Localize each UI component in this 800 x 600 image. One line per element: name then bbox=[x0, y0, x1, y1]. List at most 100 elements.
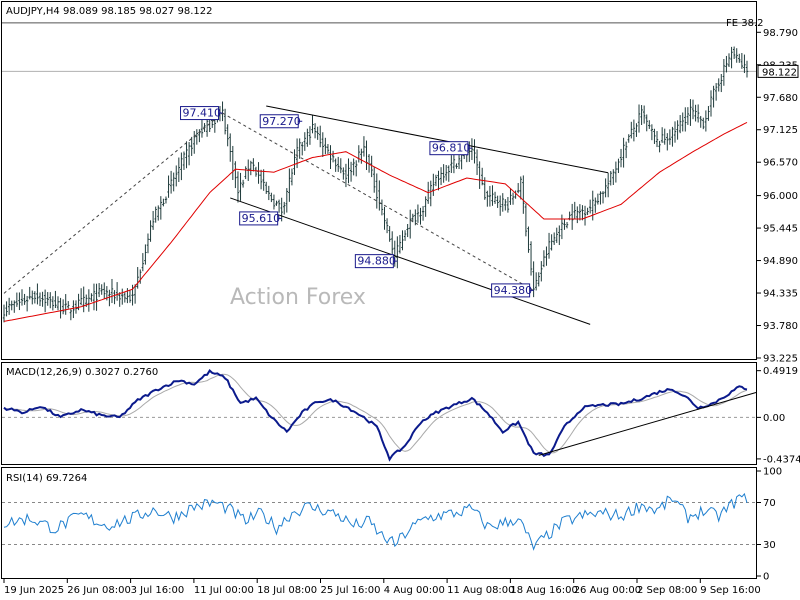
candle-245 bbox=[632, 119, 636, 142]
candle-118 bbox=[306, 128, 309, 147]
x-tick-label-5: 25 Jul 16:00 bbox=[321, 585, 381, 596]
candle-198 bbox=[511, 192, 515, 205]
candle-201 bbox=[519, 176, 522, 200]
candle-261 bbox=[673, 121, 677, 143]
candle-163 bbox=[421, 206, 425, 221]
candle-25 bbox=[67, 301, 70, 309]
candle-61 bbox=[159, 196, 163, 220]
candle-63 bbox=[164, 196, 168, 204]
candle-156 bbox=[403, 230, 407, 241]
candle-186 bbox=[480, 167, 484, 186]
candle-65 bbox=[169, 170, 173, 194]
candle-130 bbox=[337, 156, 340, 172]
candle-155 bbox=[401, 230, 404, 251]
candle-191 bbox=[493, 191, 497, 204]
candle-175 bbox=[452, 151, 456, 174]
macd-tick-label-1: 0.00 bbox=[763, 413, 785, 424]
candle-269 bbox=[694, 104, 697, 122]
candle-211 bbox=[545, 246, 548, 266]
candle-107 bbox=[277, 199, 281, 213]
price-tick-label-0: 98.790 bbox=[763, 28, 798, 39]
macd-panel-frame bbox=[1, 362, 757, 465]
candle-279 bbox=[720, 73, 723, 93]
candle-129 bbox=[334, 158, 337, 172]
candle-239 bbox=[617, 158, 620, 174]
candle-106 bbox=[275, 200, 278, 206]
annotation-label-4: 94.880 bbox=[357, 255, 396, 268]
candle-265 bbox=[684, 107, 687, 132]
price-tick-label-7: 94.890 bbox=[763, 256, 798, 267]
candle-223 bbox=[576, 206, 579, 224]
candle-117 bbox=[303, 132, 306, 151]
annotation-box-3 bbox=[239, 211, 279, 226]
candle-6 bbox=[18, 292, 21, 311]
candle-108 bbox=[280, 197, 283, 222]
candle-200 bbox=[516, 183, 520, 194]
candle-79 bbox=[205, 118, 209, 137]
candle-243 bbox=[627, 134, 630, 143]
candle-34 bbox=[90, 293, 93, 302]
candle-123 bbox=[319, 125, 322, 148]
candle-71 bbox=[185, 141, 188, 169]
candle-275 bbox=[709, 90, 713, 117]
candle-227 bbox=[586, 207, 589, 216]
candle-231 bbox=[596, 193, 600, 205]
axis-layer: 98.79098.23597.68097.12596.57096.00095.4… bbox=[3, 28, 800, 596]
candle-161 bbox=[416, 204, 420, 223]
candle-158 bbox=[409, 209, 412, 239]
candle-26 bbox=[69, 309, 73, 321]
candle-188 bbox=[486, 190, 489, 207]
candle-248 bbox=[640, 105, 643, 126]
candle-255 bbox=[658, 140, 661, 153]
candle-272 bbox=[702, 117, 705, 130]
candle-70 bbox=[182, 151, 186, 170]
candle-150 bbox=[388, 226, 391, 242]
candle-50 bbox=[131, 284, 134, 306]
candle-230 bbox=[594, 197, 597, 213]
candle-225 bbox=[581, 205, 584, 221]
candle-112 bbox=[290, 168, 294, 186]
rsi-line bbox=[3, 492, 748, 551]
candle-144 bbox=[373, 167, 376, 193]
candle-126 bbox=[326, 144, 330, 154]
candle-174 bbox=[450, 155, 453, 173]
candle-213 bbox=[550, 234, 553, 251]
candle-172 bbox=[445, 164, 448, 181]
watermark: Action Forex bbox=[230, 285, 366, 310]
candle-135 bbox=[349, 161, 353, 182]
candle-222 bbox=[573, 201, 576, 219]
candle-202 bbox=[522, 175, 525, 214]
candle-281 bbox=[725, 55, 728, 73]
candle-254 bbox=[655, 131, 659, 148]
candle-140 bbox=[362, 136, 366, 157]
last-price-tag-label: 98.122 bbox=[762, 67, 797, 78]
candle-274 bbox=[707, 106, 710, 121]
candle-74 bbox=[193, 130, 196, 154]
rsi-panel-frame bbox=[1, 467, 757, 579]
candle-9 bbox=[25, 295, 29, 312]
annotation-box-4 bbox=[354, 254, 394, 269]
candle-273 bbox=[704, 110, 708, 132]
rsi-tick-label-1: 70 bbox=[763, 498, 776, 509]
candle-12 bbox=[33, 291, 37, 304]
candle-267 bbox=[689, 99, 692, 126]
candle-232 bbox=[599, 191, 602, 205]
candle-115 bbox=[298, 138, 301, 159]
candle-214 bbox=[552, 232, 556, 245]
candle-68 bbox=[177, 157, 181, 182]
candle-203 bbox=[524, 203, 528, 237]
candle-94 bbox=[244, 166, 247, 180]
candle-101 bbox=[262, 169, 265, 191]
x-tick-label-2: 3 Jul 16:00 bbox=[131, 585, 185, 596]
macd-title: MACD(12,26,9) 0.3027 0.2760 bbox=[6, 367, 158, 378]
candle-264 bbox=[681, 112, 684, 132]
candle-192 bbox=[496, 195, 499, 208]
candle-139 bbox=[360, 148, 363, 164]
candle-249 bbox=[642, 105, 646, 124]
candle-67 bbox=[175, 165, 178, 187]
candle-122 bbox=[316, 126, 319, 140]
annotation-box-5 bbox=[491, 283, 531, 298]
price-tick-label-2: 97.680 bbox=[763, 93, 798, 104]
candle-46 bbox=[121, 288, 124, 305]
candle-247 bbox=[637, 104, 641, 133]
